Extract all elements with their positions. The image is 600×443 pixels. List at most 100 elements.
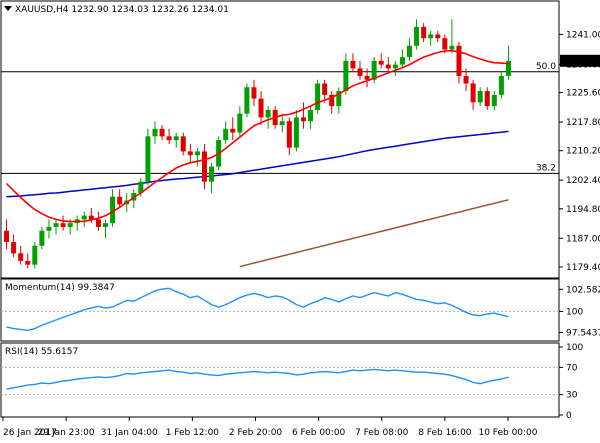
time-tick-label-6: 7 Feb 08:00 xyxy=(355,428,409,438)
candle-body xyxy=(428,34,434,39)
candle-body xyxy=(180,136,186,152)
triangle-down-icon[interactable] xyxy=(4,6,12,11)
candle-body xyxy=(399,57,405,65)
time-tick-label-1: 29 Jan 23:00 xyxy=(38,428,95,438)
price-axis: 1241.001233.001225.601217.801210.201202.… xyxy=(559,30,600,273)
candle-body xyxy=(279,121,285,126)
rsi-tick-label-0: 100 xyxy=(566,343,583,353)
candle-body xyxy=(385,64,391,69)
candle-body xyxy=(117,196,123,205)
candle-body xyxy=(371,60,377,80)
candle-body xyxy=(187,151,193,156)
current-price-box xyxy=(560,54,600,67)
candle-body xyxy=(152,128,158,137)
candle-body xyxy=(4,230,10,243)
candle-body xyxy=(251,87,257,99)
candle-body xyxy=(223,128,229,141)
time-tick-label-7: 8 Feb 16:00 xyxy=(418,428,472,438)
price-tick-label-0: 1241.00 xyxy=(566,30,600,40)
candle-body xyxy=(81,215,87,220)
current-price-label: 1234.01 xyxy=(563,57,600,67)
sma200-line xyxy=(239,199,509,268)
price-tick-label-5: 1202.40 xyxy=(566,176,600,186)
candle-body xyxy=(350,60,356,69)
candle-body xyxy=(258,98,264,118)
sma100-path xyxy=(6,130,509,198)
candle-body xyxy=(95,219,101,227)
candle-body xyxy=(32,245,38,265)
candle-body xyxy=(449,45,455,50)
candles xyxy=(4,19,511,269)
candle-body xyxy=(286,121,292,148)
rsi-tick-label-1: 70 xyxy=(566,363,578,373)
rsi-series: 100 70 30 0 xyxy=(1,343,583,421)
candle-body xyxy=(110,196,116,224)
candle-body xyxy=(293,117,299,148)
candle-body xyxy=(39,230,45,246)
rsi-tick-label-2: 30 xyxy=(566,391,578,401)
level-label-1: 38.2 xyxy=(536,163,556,173)
candle-body xyxy=(308,109,314,122)
candle-body xyxy=(145,136,151,182)
candle-body xyxy=(357,68,363,76)
candle-body xyxy=(498,75,504,95)
sma20-path xyxy=(5,49,509,223)
time-tick-label-3: 1 Feb 12:00 xyxy=(166,428,220,438)
candle-body xyxy=(329,94,335,107)
candle-body xyxy=(364,75,370,80)
candle-body xyxy=(201,151,207,182)
candle-body xyxy=(230,128,236,133)
symbol-header: XAUUSD,H4 1232.90 1234.03 1232.26 1234.0… xyxy=(15,5,229,15)
time-tick-label-2: 31 Jan 04:00 xyxy=(101,428,158,438)
time-tick-label-4: 2 Feb 20:00 xyxy=(229,428,283,438)
price-tick-label-4: 1210.20 xyxy=(566,147,600,157)
time-tick-label-8: 10 Feb 00:00 xyxy=(478,428,537,438)
momentum-tick-label-2: 97.5437 xyxy=(566,328,600,338)
momentum-path xyxy=(6,287,509,332)
candle-body xyxy=(209,166,215,182)
price-tick-label-2: 1225.60 xyxy=(566,89,600,99)
price-tick-label-3: 1217.80 xyxy=(566,118,600,128)
candle-body xyxy=(414,26,420,46)
candle-body xyxy=(421,26,427,39)
candle-body xyxy=(484,91,490,107)
candle-body xyxy=(336,91,342,107)
candle-body xyxy=(138,181,144,193)
candle-body xyxy=(378,60,384,65)
candle-body xyxy=(53,223,59,227)
sma100-line xyxy=(6,130,509,198)
candle-body xyxy=(491,94,497,107)
candle-body xyxy=(406,45,412,58)
candle-body xyxy=(463,75,469,84)
candle-body xyxy=(194,151,200,156)
candle-body xyxy=(166,136,172,141)
price-tick-label-7: 1187.00 xyxy=(566,234,600,244)
candle-body xyxy=(435,34,441,39)
candle-body xyxy=(300,117,306,122)
sma200-path xyxy=(239,199,509,268)
momentum-series: 102.5828 100 97.5437 xyxy=(1,285,600,338)
candle-body xyxy=(322,83,328,95)
candle-body xyxy=(505,60,511,76)
momentum-tick-label-1: 100 xyxy=(566,307,583,317)
candle-body xyxy=(470,83,476,103)
price-tick-label-6: 1194.80 xyxy=(566,205,600,215)
rsi-title: RSI(14) 55.6157 xyxy=(5,347,78,357)
candle-body xyxy=(18,253,24,261)
candle-body xyxy=(244,87,250,114)
candle-body xyxy=(442,38,448,50)
candle-body xyxy=(265,109,271,118)
candle-body xyxy=(103,223,109,227)
time-tick-label-5: 6 Feb 00:00 xyxy=(292,428,346,438)
candle-body xyxy=(88,215,94,220)
candle-body xyxy=(392,64,398,69)
candle-body xyxy=(477,91,483,103)
price-panel xyxy=(0,0,560,279)
candle-body xyxy=(456,45,462,76)
candle-body xyxy=(25,260,31,265)
candle-body xyxy=(11,242,17,254)
candle-body xyxy=(315,83,321,110)
momentum-title: Momentum(14) 99.3847 xyxy=(5,283,115,293)
